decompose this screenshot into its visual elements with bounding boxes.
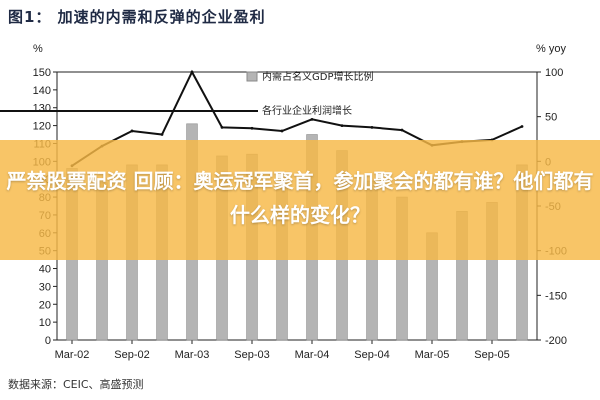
- right-unit-label: % yoy: [536, 43, 566, 55]
- left-tick-label: 130: [33, 103, 51, 115]
- right-tick-label: -200: [545, 335, 567, 347]
- headline-banner: [0, 140, 600, 260]
- source-note: 数据来源：CEIC、高盛预测: [8, 378, 144, 391]
- legend-line-label: 各行业企业利润增长: [262, 104, 352, 117]
- line-point: [130, 129, 134, 133]
- line-point: [250, 126, 254, 130]
- line-point: [520, 125, 524, 128]
- left-tick-label: 30: [39, 281, 51, 293]
- line-point: [340, 124, 344, 127]
- right-tick-label: 50: [545, 112, 557, 124]
- left-tick-label: 0: [45, 335, 51, 347]
- legend: 内需占名义GDP增长比例 各行业企业利润增长: [0, 70, 373, 117]
- left-tick-label: 20: [39, 299, 51, 311]
- legend-bar-swatch: [246, 71, 258, 82]
- headline-text: 严禁股票配资 回顾：奥运冠军聚首，参加聚会的都有谁？他们都有什么样的变化？: [6, 169, 594, 227]
- x-tick-label: Mar-04: [295, 349, 330, 361]
- left-unit-label: %: [33, 43, 43, 55]
- x-tick-label: Mar-05: [415, 349, 450, 361]
- x-tick-label: Sep-05: [474, 349, 509, 361]
- left-tick-label: 120: [33, 121, 51, 133]
- line-point: [280, 129, 284, 133]
- line-point: [160, 133, 164, 136]
- left-tick-label: 10: [39, 317, 51, 329]
- line-point: [220, 125, 224, 129]
- right-tick-label: -150: [545, 290, 567, 302]
- left-tick-label: 140: [33, 85, 51, 97]
- line-point: [190, 70, 194, 74]
- line-point: [310, 117, 314, 121]
- x-tick-label: Mar-03: [175, 349, 210, 361]
- x-tick-label: Sep-04: [354, 349, 389, 361]
- x-tick-label: Sep-02: [114, 349, 149, 361]
- x-tick-label: Sep-03: [234, 349, 269, 361]
- figure-title: 图1： 加速的内需和反弹的企业盈利: [8, 8, 266, 26]
- legend-bar-label: 内需占名义GDP增长比例: [262, 70, 373, 83]
- line-point: [400, 128, 404, 132]
- line-point: [370, 125, 374, 129]
- left-tick-label: 150: [33, 67, 51, 79]
- right-tick-label: 100: [545, 67, 563, 79]
- x-tick-label: Mar-02: [55, 349, 90, 361]
- left-tick-label: 40: [39, 264, 51, 276]
